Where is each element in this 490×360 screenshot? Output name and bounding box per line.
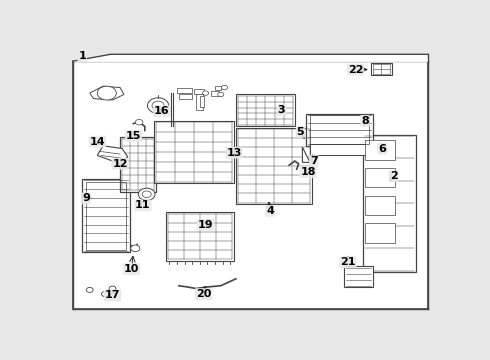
Circle shape [86,287,93,292]
Bar [306,114,373,146]
Bar [166,212,234,261]
Bar [310,144,373,156]
Text: 11: 11 [135,201,150,210]
Circle shape [221,85,227,90]
Bar [120,138,156,192]
Circle shape [98,86,116,100]
Polygon shape [90,86,124,100]
Circle shape [131,245,140,252]
Bar [344,266,372,287]
Circle shape [147,98,169,113]
Bar [365,140,395,159]
Bar [154,121,234,183]
Circle shape [152,101,164,110]
Text: 2: 2 [390,171,397,181]
Bar [194,90,204,94]
Bar [73,61,428,309]
Text: 21: 21 [340,257,356,267]
Text: 9: 9 [82,193,90,203]
Bar [86,182,126,250]
Bar [363,135,416,272]
Polygon shape [98,146,128,164]
Text: 12: 12 [112,159,128,169]
Circle shape [135,120,143,125]
Bar [365,168,395,187]
Bar [196,94,203,110]
Text: 3: 3 [278,105,285,115]
Bar [236,128,312,204]
Circle shape [218,92,224,97]
Bar [371,63,392,75]
Text: 10: 10 [124,264,139,274]
Text: 1: 1 [78,51,86,61]
Text: 16: 16 [154,106,170,116]
Text: 7: 7 [310,156,318,166]
Text: 6: 6 [378,144,386,153]
Text: 20: 20 [196,289,211,299]
Polygon shape [302,147,310,162]
Circle shape [142,191,151,198]
Bar [310,115,369,144]
Bar [82,179,129,252]
Bar [211,91,219,96]
Bar [365,196,395,215]
Bar [177,87,192,93]
Bar [200,96,204,107]
Circle shape [109,286,116,291]
Text: 4: 4 [266,206,274,216]
Text: 17: 17 [105,291,120,301]
Text: 13: 13 [226,148,242,158]
Text: 14: 14 [90,136,105,147]
Text: 18: 18 [300,167,316,177]
Circle shape [138,188,155,201]
Bar [236,94,295,126]
Text: 5: 5 [296,127,304,137]
Polygon shape [73,54,428,61]
Circle shape [101,292,108,297]
Bar [365,223,395,243]
Text: 8: 8 [361,116,369,126]
Text: 22: 22 [348,64,363,75]
Bar [215,86,221,90]
Text: 15: 15 [126,131,141,141]
Text: 19: 19 [198,220,213,230]
Circle shape [202,91,209,95]
Bar [179,94,192,99]
